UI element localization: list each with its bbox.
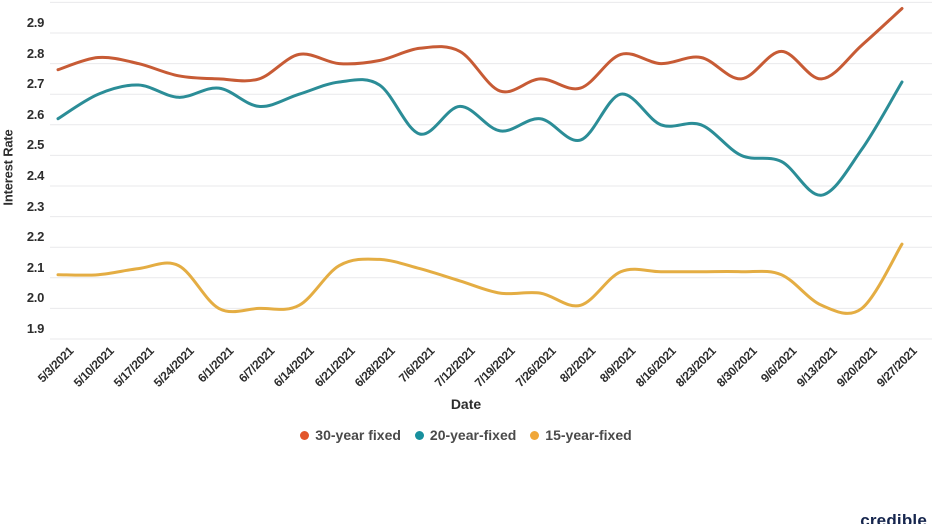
x-tick-label: 6/14/2021 <box>271 344 318 390</box>
legend-marker-icon <box>530 430 540 440</box>
y-tick-label: 2.2 <box>26 229 44 245</box>
x-tick-label: 7/12/2021 <box>432 344 478 390</box>
series-line-30-year-fixed <box>56 7 904 94</box>
y-tick-label: 2.0 <box>26 290 44 306</box>
y-tick-label: 2.9 <box>26 15 44 30</box>
x-tick-label: 7/19/2021 <box>472 344 519 390</box>
y-tick-label: 1.9 <box>26 321 44 336</box>
x-tick-label: 6/1/2021 <box>195 344 237 386</box>
legend-item-label: 15-year-fixed <box>545 427 632 443</box>
legend-item-15-year-fixed[interactable]: 15-year-fixed <box>530 427 632 443</box>
legend-item-20-year-fixed[interactable]: 20-year-fixed <box>414 427 517 443</box>
x-tick-label: 5/17/2021 <box>110 344 157 390</box>
y-tick-label: 2.5 <box>26 137 44 153</box>
x-tick-label: 8/2/2021 <box>557 344 599 386</box>
series-line-15-year-fixed <box>56 242 904 315</box>
legend: 30-year fixed 20-year-fixed 15-year-fixed <box>0 427 932 443</box>
legend-item-label: 20-year-fixed <box>429 427 517 443</box>
x-axis-title: Date <box>450 396 482 412</box>
y-tick-label: 2.1 <box>26 259 44 275</box>
x-tick-label: 8/23/2021 <box>673 344 719 390</box>
x-tick-label: 7/26/2021 <box>512 344 559 390</box>
x-tick-label: 8/16/2021 <box>633 344 679 390</box>
legend-marker-icon <box>300 430 310 440</box>
series-lines <box>56 7 904 315</box>
credible-logo: credible <box>860 511 927 524</box>
y-axis-title: Interest Rate <box>0 129 16 206</box>
y-tick-label: 2.8 <box>26 45 44 61</box>
legend-item-30-year-fixed[interactable]: 30-year fixed <box>300 427 401 443</box>
chart-canvas <box>50 1 932 340</box>
y-tick-label: 2.6 <box>26 106 44 122</box>
legend-marker-icon <box>414 430 424 440</box>
x-tick-label: 9/13/2021 <box>793 344 840 390</box>
series-line-20-year-fixed <box>56 78 904 197</box>
y-tick-label: 2.3 <box>26 198 44 214</box>
x-tick-label: 6/28/2021 <box>351 344 398 390</box>
legend-item-label: 30-year fixed <box>315 427 401 443</box>
x-tick-label: 5/10/2021 <box>70 344 117 390</box>
x-tick-label: 6/21/2021 <box>311 344 358 390</box>
y-tick-label: 2.4 <box>26 168 44 183</box>
y-tick-label: 2.7 <box>26 76 44 92</box>
x-tick-label: 9/27/2021 <box>874 344 920 390</box>
gridlines <box>50 1 932 340</box>
x-tick-label: 8/30/2021 <box>713 344 760 390</box>
x-tick-label: 9/20/2021 <box>833 344 880 390</box>
x-tick-label: 5/24/2021 <box>150 344 197 390</box>
